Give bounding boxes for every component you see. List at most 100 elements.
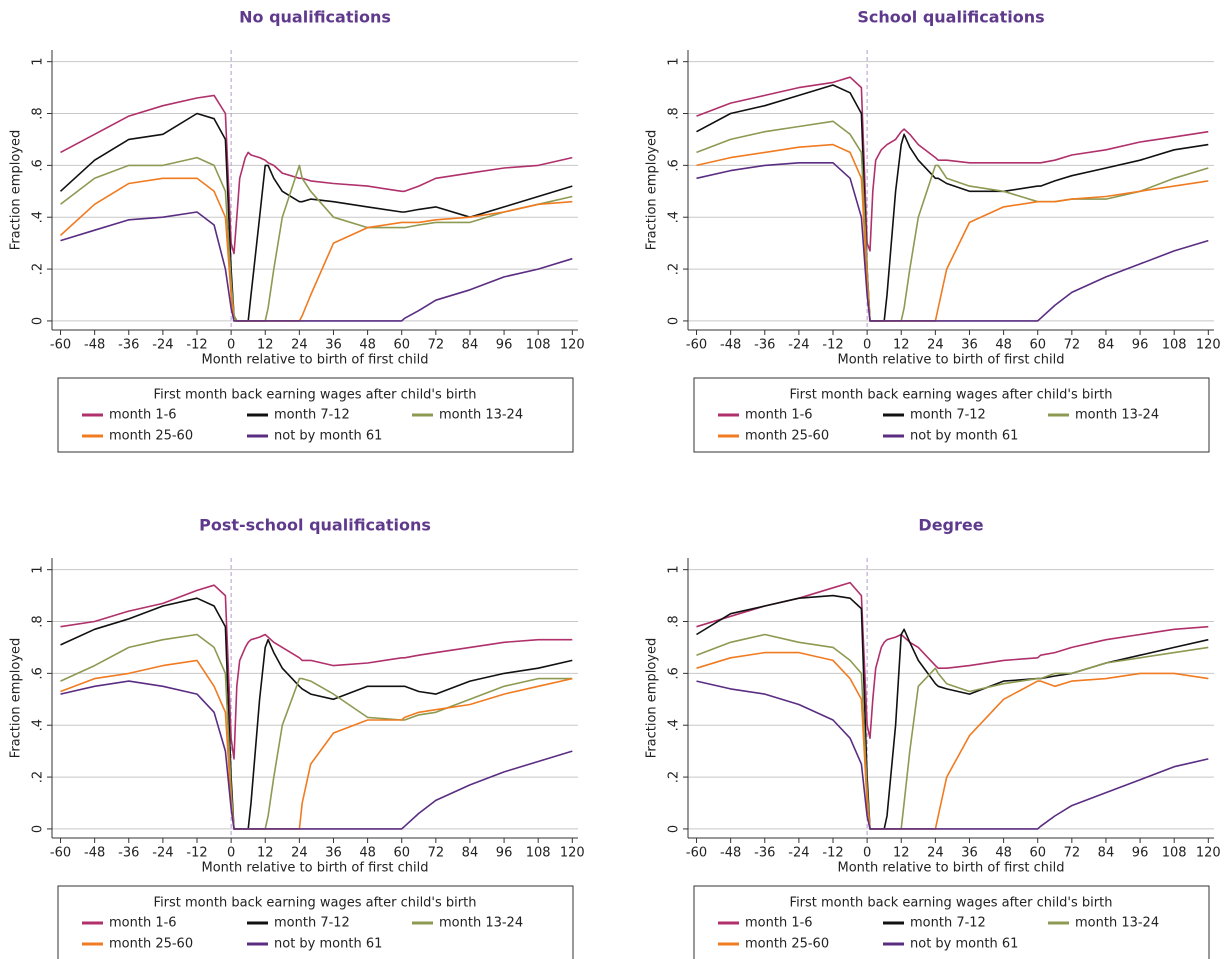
- y-axis-label: Fraction employed: [645, 638, 660, 758]
- series-line: [60, 211, 573, 322]
- x-tick-label: 84: [1098, 846, 1115, 861]
- legend-label: month 1-6: [745, 916, 813, 931]
- series-line: [60, 597, 573, 830]
- y-tick-label: .6: [667, 159, 682, 171]
- x-tick-label: 48: [995, 846, 1012, 861]
- series-line: [60, 680, 573, 830]
- x-tick-label: 48: [359, 338, 376, 353]
- y-tick-label: .2: [31, 263, 46, 275]
- series-line: [696, 143, 1209, 322]
- x-tick-label: -60: [686, 338, 707, 353]
- y-tick-label: .2: [667, 263, 682, 275]
- series-line: [60, 94, 573, 255]
- x-tick-label: -60: [50, 846, 71, 861]
- x-tick-label: 60: [393, 338, 410, 353]
- x-tick-label: -36: [754, 338, 775, 353]
- series-line: [696, 76, 1209, 252]
- series-line: [696, 651, 1209, 830]
- x-tick-label: 108: [1162, 338, 1187, 353]
- chart-title: Degree: [918, 516, 983, 535]
- x-tick-label: 84: [1098, 338, 1115, 353]
- legend-label: not by month 61: [910, 429, 1018, 444]
- x-tick-label: 96: [1132, 846, 1149, 861]
- x-tick-label: 0: [863, 846, 871, 861]
- x-tick-label: 96: [1132, 338, 1149, 353]
- x-tick-label: -24: [788, 846, 809, 861]
- x-tick-label: -60: [686, 846, 707, 861]
- y-tick-label: .8: [667, 615, 682, 627]
- legend-title: First month back earning wages after chi…: [790, 388, 1113, 403]
- x-tick-label: 24: [291, 846, 308, 861]
- x-tick-label: -48: [84, 338, 105, 353]
- y-tick-label: 0: [667, 317, 682, 325]
- legend-label: month 25-60: [109, 937, 193, 952]
- x-tick-label: -12: [822, 338, 843, 353]
- legend-label: month 13-24: [1075, 916, 1159, 931]
- x-tick-label: 36: [961, 846, 978, 861]
- legend-box: [57, 885, 574, 959]
- legend-label: month 25-60: [109, 429, 193, 444]
- y-tick-label: .6: [667, 667, 682, 679]
- x-tick-label: 60: [1029, 338, 1046, 353]
- y-tick-label: 0: [31, 317, 46, 325]
- x-tick-label: 12: [893, 338, 910, 353]
- x-axis-label: Month relative to birth of first child: [202, 861, 429, 876]
- x-tick-label: 72: [1064, 338, 1081, 353]
- x-tick-label: 108: [526, 846, 551, 861]
- chart-title: Post-school qualifications: [199, 516, 431, 535]
- x-tick-label: 72: [428, 338, 445, 353]
- x-axis-label: Month relative to birth of first child: [202, 353, 429, 368]
- x-tick-label: 12: [257, 846, 274, 861]
- series-line: [696, 162, 1209, 322]
- x-tick-label: -12: [186, 846, 207, 861]
- series-line: [696, 581, 1209, 739]
- series-line: [696, 594, 1209, 830]
- x-axis-label: Month relative to birth of first child: [838, 861, 1065, 876]
- panel: Degree 0 .2 .4 .6 .8 1 -60 -48 -36 -24 -12 0 12 24 36 48…: [645, 516, 1221, 959]
- legend-label: month 7-12: [274, 408, 350, 423]
- x-tick-label: 96: [496, 846, 513, 861]
- legend-label: month 7-12: [910, 408, 986, 423]
- x-tick-label: -24: [152, 338, 173, 353]
- legend-label: month 13-24: [1075, 408, 1159, 423]
- x-tick-label: -36: [118, 846, 139, 861]
- series-line: [60, 584, 573, 760]
- x-tick-label: 84: [462, 846, 479, 861]
- x-tick-label: 12: [257, 338, 274, 353]
- legend-label: not by month 61: [910, 937, 1018, 952]
- legend-label: month 1-6: [109, 916, 177, 931]
- y-tick-label: .4: [667, 719, 682, 731]
- x-tick-label: 84: [462, 338, 479, 353]
- legend-label: month 25-60: [745, 429, 829, 444]
- x-tick-label: 120: [560, 338, 585, 353]
- y-tick-label: .4: [667, 211, 682, 223]
- series-line: [60, 633, 573, 830]
- x-tick-label: -48: [84, 846, 105, 861]
- chart-title: School qualifications: [857, 8, 1044, 27]
- legend-label: not by month 61: [274, 937, 382, 952]
- y-axis-label: Fraction employed: [9, 130, 24, 250]
- x-tick-label: 36: [961, 338, 978, 353]
- x-tick-label: 108: [526, 338, 551, 353]
- x-tick-label: 120: [560, 846, 585, 861]
- x-tick-label: 108: [1162, 846, 1187, 861]
- y-tick-label: .2: [31, 771, 46, 783]
- x-tick-label: 120: [1196, 846, 1221, 861]
- x-tick-label: 36: [325, 846, 342, 861]
- series-line: [59, 112, 573, 322]
- y-tick-label: .2: [667, 771, 682, 783]
- legend-label: month 1-6: [745, 408, 813, 423]
- x-tick-label: -36: [118, 338, 139, 353]
- legend-box: [693, 885, 1210, 959]
- y-tick-label: 1: [31, 58, 46, 66]
- x-tick-label: -12: [822, 846, 843, 861]
- chart-title: No qualifications: [239, 8, 391, 27]
- series-line: [60, 659, 573, 830]
- x-tick-label: 72: [1064, 846, 1081, 861]
- y-tick-label: .6: [31, 667, 46, 679]
- y-axis-label: Fraction employed: [9, 638, 24, 758]
- y-tick-label: .4: [31, 719, 46, 731]
- x-tick-label: -48: [720, 338, 741, 353]
